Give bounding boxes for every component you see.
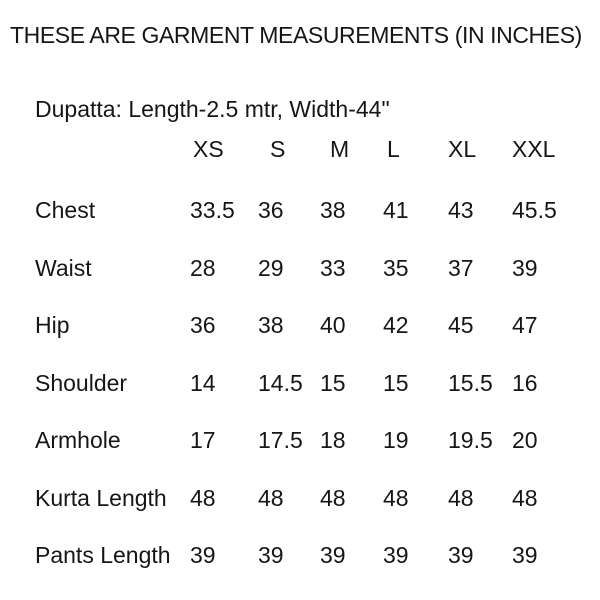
cell-value: 38 <box>258 312 284 338</box>
row-label: Chest <box>35 197 96 223</box>
cell-value: 36 <box>258 197 284 223</box>
cell-value: 45.5 <box>512 197 557 223</box>
cell-value: 47 <box>512 312 538 338</box>
column-header-m: M <box>330 136 350 162</box>
size-row-pants-length: Pants Length 39 39 39 39 39 39 <box>35 542 600 600</box>
cell-value: 48 <box>258 484 284 511</box>
cell-value: 42 <box>383 312 409 338</box>
cell-value: 15 <box>383 369 409 396</box>
cell-value: 40 <box>320 312 346 338</box>
cell-value: 19.5 <box>448 427 493 453</box>
cell-value: 48 <box>383 484 409 511</box>
cell-value: 39 <box>383 542 409 568</box>
cell-value: 38 <box>320 197 346 223</box>
cell-value: 45 <box>448 312 474 338</box>
cell-value: 33 <box>320 254 346 281</box>
cell-value: 35 <box>383 254 409 281</box>
row-label: Kurta Length <box>35 484 167 511</box>
cell-value: 48 <box>448 484 474 511</box>
size-row-chest: Chest 33.5 36 38 41 43 45.5 <box>35 197 600 255</box>
cell-value: 39 <box>448 542 474 568</box>
cell-value: 43 <box>448 197 474 223</box>
cell-value: 15 <box>320 369 346 396</box>
column-header-xxl: XXL <box>512 136 556 162</box>
cell-value: 41 <box>383 197 409 223</box>
cell-value: 33.5 <box>190 197 235 223</box>
size-row-waist: Waist 28 29 33 35 37 39 <box>35 255 600 313</box>
size-header-row: XS S M L XL XXL <box>35 136 600 197</box>
cell-value: 39 <box>258 542 284 568</box>
cell-value: 36 <box>190 312 216 338</box>
cell-value: 48 <box>320 484 346 511</box>
cell-value: 39 <box>512 542 538 568</box>
row-label: Pants Length <box>35 542 171 568</box>
column-header-s: S <box>270 136 286 162</box>
column-header-xl: XL <box>448 136 477 162</box>
size-chart-table: XS S M L XL XXL Chest 33.5 36 38 41 43 4… <box>35 136 600 600</box>
cell-value: 16 <box>512 369 538 396</box>
row-label: Waist <box>35 254 92 281</box>
cell-value: 17 <box>190 427 216 453</box>
column-header-l: L <box>387 136 400 162</box>
cell-value: 48 <box>190 484 216 511</box>
size-row-armhole: Armhole 17 17.5 18 19 19.5 20 <box>35 427 600 485</box>
size-row-hip: Hip 36 38 40 42 45 47 <box>35 312 600 370</box>
cell-value: 14.5 <box>258 369 303 396</box>
column-header-xs: XS <box>193 136 224 162</box>
dupatta-note: Dupatta: Length-2.5 mtr, Width-44" <box>35 96 390 122</box>
cell-value: 28 <box>190 254 216 281</box>
cell-value: 48 <box>512 484 538 511</box>
size-row-kurta-length: Kurta Length 48 48 48 48 48 48 <box>35 485 600 543</box>
row-label: Armhole <box>35 427 121 453</box>
cell-value: 14 <box>190 369 216 396</box>
cell-value: 15.5 <box>448 369 493 396</box>
row-label: Hip <box>35 312 70 338</box>
cell-value: 17.5 <box>258 427 303 453</box>
corner-cell <box>35 136 190 197</box>
cell-value: 18 <box>320 427 346 453</box>
cell-value: 39 <box>190 542 216 568</box>
cell-value: 37 <box>448 254 474 281</box>
size-row-shoulder: Shoulder 14 14.5 15 15 15.5 16 <box>35 370 600 428</box>
page-title: THESE ARE GARMENT MEASUREMENTS (IN INCHE… <box>10 22 582 48</box>
row-label: Shoulder <box>35 369 128 396</box>
cell-value: 39 <box>320 542 346 568</box>
cell-value: 20 <box>512 427 538 453</box>
cell-value: 19 <box>383 427 409 453</box>
cell-value: 29 <box>258 254 284 281</box>
cell-value: 39 <box>512 254 538 281</box>
